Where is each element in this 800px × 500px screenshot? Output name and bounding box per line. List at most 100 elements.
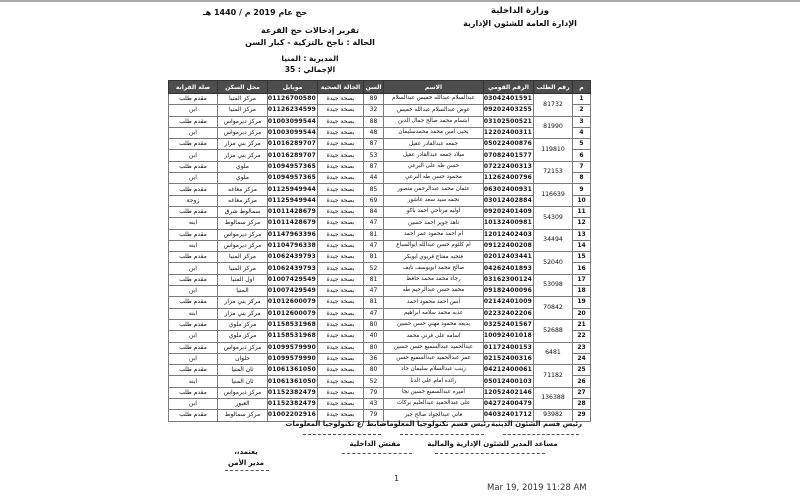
cell-age: 43 (363, 398, 384, 411)
cell-no: 2 (572, 104, 591, 117)
cell-name: اسامه على قرني محمد (383, 330, 484, 343)
cell-age: 79 (363, 409, 384, 422)
cell-mobile: 01016289707 (267, 149, 318, 162)
cell-health: بصحة جيدة (317, 285, 364, 298)
cell-national-id: 23912052402146 (483, 386, 534, 400)
table-row: 16 26704262401893صالح محمد ابويوسف نايف52… (168, 262, 591, 275)
cell-mobile: 01104796338 (267, 239, 318, 253)
cell-relation: ابن (168, 262, 218, 275)
cell-residence: ثان المنيا (217, 364, 268, 377)
cell-national-id: 27610092401018 (483, 330, 534, 343)
cell-residence: مركز مغاغه (217, 194, 268, 207)
cell-age: 32 (363, 104, 384, 117)
cell-national-id: 23409202401409 (483, 205, 534, 219)
cell-national-id: 23205022400876 (483, 138, 534, 151)
cell-name: ام احمد محمود عمر احمد (383, 228, 484, 241)
table-row: 6 26507082401577ميلاد جمعه عبدالقادر عقيل… (168, 149, 591, 162)
cell-residence: مركز بني مزار (217, 307, 268, 320)
report-directorate: المديرية : المنيا (281, 54, 339, 63)
cell-relation: مقدم طلب (168, 386, 218, 400)
cell-mobile: 01126700580 (267, 92, 318, 106)
cell-health: بصحة جيدة (317, 160, 364, 174)
table-row: 14 27109122400208ام كلثوم حسن عبدالله ابو… (168, 239, 591, 253)
cell-name: فاني عبدالجواد صالح جبر (383, 409, 484, 422)
cell-age: 53 (363, 149, 384, 162)
column-header-3: الاسم (383, 80, 484, 94)
cell-health: بصحة جيدة (317, 262, 364, 275)
cell-national-id: 27110132400981 (483, 217, 534, 230)
cell-national-id: 24004032401712 (483, 409, 534, 422)
table-row: 18173223003042401591عبدالسلام عبدالله خم… (168, 92, 591, 117)
table-row: 77215323107222400313حسن طه على البرعي87ب… (168, 160, 591, 185)
cell-request-no: 72153 (533, 160, 573, 185)
cell-no: 19 (572, 296, 591, 309)
signature-line (435, 453, 545, 454)
cell-no: 26 (572, 375, 591, 388)
cell-name: على عبدالحميد عبدالعليم بركات (383, 398, 484, 411)
cell-national-id: 26507082401577 (483, 149, 534, 162)
cell-request-no: 71182 (533, 364, 573, 388)
signature-line (303, 434, 381, 435)
table-row: 20 27202232402206عذبه محمد سلامه ابراهيم4… (168, 307, 591, 320)
cell-health: بصحة جيدة (317, 194, 364, 207)
approval-title: مدير الأمن (227, 458, 265, 467)
cell-name: عوض عبدالسلام عبدالله خميس (383, 104, 484, 117)
cell-mobile: 01007429549 (267, 285, 318, 298)
cell-relation: مقدم طلب (168, 115, 218, 128)
cell-no: 17 (572, 273, 591, 287)
cell-mobile: 01002202916 (267, 409, 318, 422)
cell-national-id: 26704262401893 (483, 262, 534, 275)
cell-age: 89 (363, 92, 384, 106)
cell-age: 69 (363, 194, 384, 207)
cell-age: 52 (363, 262, 384, 275)
cell-no: 3 (572, 115, 591, 128)
cell-relation: ابن (168, 104, 218, 117)
table-row: 18 27109182400096محمد حسن عبدالرحيم طه47ب… (168, 285, 591, 298)
table-row: 28 27604272400479على عبدالحميد عبدالعليم … (168, 398, 591, 411)
cell-age: 81 (363, 228, 384, 241)
cell-national-id: 23406302400931 (483, 183, 534, 196)
cell-relation: مقدم طلب (168, 364, 218, 377)
cell-no: 28 (572, 398, 591, 411)
cell-residence: مركز ديرمواس (217, 341, 268, 354)
cell-mobile: 01094957365 (267, 172, 318, 185)
cell-mobile: 01003099544 (267, 115, 318, 128)
cell-residence: مركز بني مزار (217, 296, 268, 309)
cell-name: محمد حسن عبدالرحيم طه (383, 285, 484, 298)
cell-mobile: 01012600079 (267, 307, 318, 320)
cell-age: 80 (363, 364, 384, 377)
cell-residence: مركز مغاغه (217, 183, 268, 196)
cell-national-id: 27109182400096 (483, 285, 534, 298)
cell-residence: مركز ديرمواس (217, 239, 268, 253)
cell-name: زينب عبدالسلام سليمان جاد (383, 364, 484, 377)
cell-residence: ملوي (217, 172, 268, 185)
cell-health: بصحة جيدة (317, 92, 364, 106)
cell-relation: ابنه (168, 307, 218, 320)
cell-relation: ابنه (168, 239, 218, 253)
cell-name: عذبه محمد سلامه ابراهيم (383, 307, 484, 320)
cell-no: 11 (572, 205, 591, 219)
cell-residence: مركز ملوي (217, 318, 268, 332)
cell-health: بصحة جيدة (317, 239, 364, 253)
cell-request-no: 119810 (533, 138, 573, 162)
print-timestamp: Mar 19, 2019 11:28 AM (487, 483, 587, 493)
cell-health: بصحة جيدة (317, 386, 364, 400)
cell-age: 44 (363, 172, 384, 185)
cell-no: 20 (572, 307, 591, 320)
signature-interior-inspector: مفتش الداخلية (349, 440, 401, 448)
signature-line (225, 470, 269, 471)
cell-relation: مقدم طلب (168, 160, 218, 174)
signature-it-head: رئيس قسم تكنولوجيا المعلومات (379, 420, 490, 428)
cell-age: 36 (363, 352, 384, 366)
cell-health: بصحة جيدة (317, 126, 364, 140)
cell-national-id: 27604272400479 (483, 398, 534, 411)
page-number: 1 (394, 474, 400, 483)
cell-health: بصحة جيدة (317, 330, 364, 343)
cell-mobile: 01094957365 (267, 160, 318, 174)
cell-mobile: 01147963396 (267, 228, 318, 241)
cell-no: 6 (572, 149, 591, 162)
cell-no: 10 (572, 194, 591, 207)
cell-residence: مركز سمالوط (217, 409, 268, 422)
cell-residence: اول المنيا (217, 273, 268, 287)
ministry-name: وزارة الداخلية (490, 6, 550, 16)
